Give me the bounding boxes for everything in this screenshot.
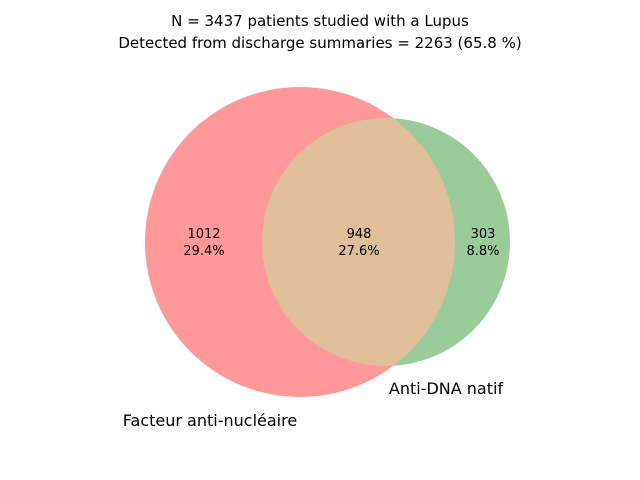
title-line-2: Detected from discharge summaries = 2263…	[118, 34, 522, 52]
only-b-count: 303	[471, 227, 496, 242]
only-b-percent: 8.8%	[466, 244, 499, 259]
both-percent: 27.6%	[338, 244, 379, 259]
set-b-label: Anti-DNA natif	[389, 379, 504, 398]
title-line-1: N = 3437 patients studied with a Lupus	[171, 12, 469, 30]
both-count: 948	[347, 227, 372, 242]
only-a-count: 1012	[187, 227, 220, 242]
only-a-percent: 29.4%	[183, 244, 224, 259]
set-a-label: Facteur anti-nucléaire	[123, 411, 297, 430]
